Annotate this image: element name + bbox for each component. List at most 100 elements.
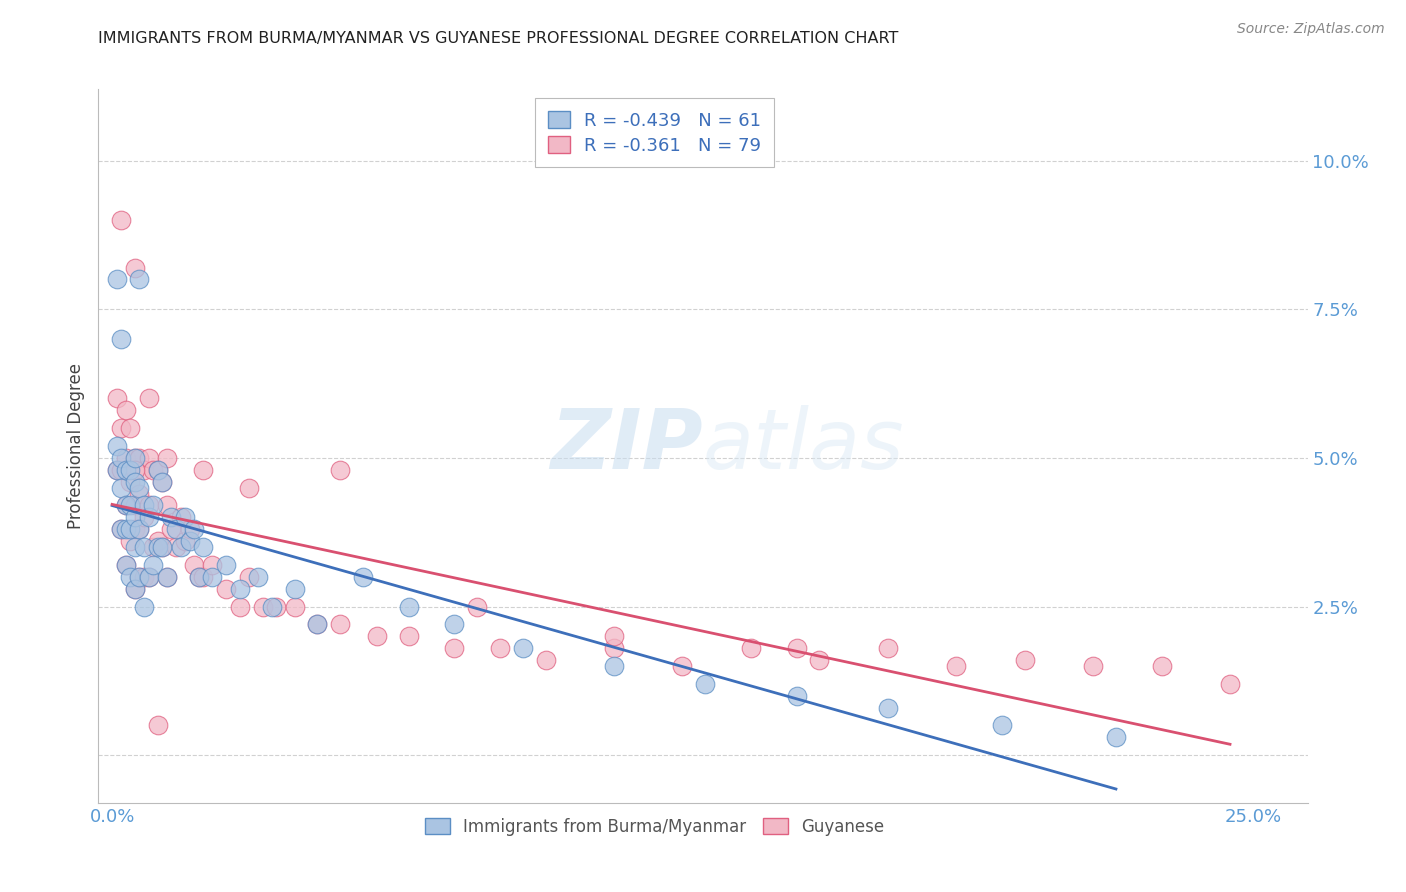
Point <box>193 570 215 584</box>
Point <box>179 534 201 549</box>
Point <box>132 510 155 524</box>
Point <box>329 617 352 632</box>
Point <box>284 582 307 596</box>
Point <box>120 499 142 513</box>
Point <box>132 599 155 614</box>
Point <box>120 522 142 536</box>
Point <box>146 463 169 477</box>
Point <box>398 599 420 614</box>
Point <box>229 582 252 596</box>
Point <box>110 481 132 495</box>
Point <box>146 534 169 549</box>
Point <box>945 659 967 673</box>
Point <box>179 522 201 536</box>
Text: Source: ZipAtlas.com: Source: ZipAtlas.com <box>1237 22 1385 37</box>
Text: ZIP: ZIP <box>550 406 703 486</box>
Point <box>150 475 173 489</box>
Point <box>603 659 626 673</box>
Point <box>132 570 155 584</box>
Point <box>138 392 160 406</box>
Point <box>1219 677 1241 691</box>
Point <box>138 499 160 513</box>
Point <box>252 599 274 614</box>
Point <box>247 570 270 584</box>
Point <box>603 629 626 643</box>
Point <box>114 463 136 477</box>
Point <box>128 481 150 495</box>
Point <box>114 558 136 572</box>
Point <box>786 689 808 703</box>
Point <box>183 558 205 572</box>
Point <box>146 540 169 554</box>
Point <box>132 463 155 477</box>
Text: atlas: atlas <box>703 406 904 486</box>
Point <box>876 700 898 714</box>
Point <box>193 540 215 554</box>
Point <box>443 617 465 632</box>
Point <box>512 641 534 656</box>
Point <box>695 677 717 691</box>
Point <box>1150 659 1173 673</box>
Point <box>150 540 173 554</box>
Point <box>740 641 762 656</box>
Point <box>215 582 238 596</box>
Point <box>124 450 146 465</box>
Point <box>160 522 183 536</box>
Point <box>114 558 136 572</box>
Point <box>128 570 150 584</box>
Point <box>124 499 146 513</box>
Point <box>128 450 150 465</box>
Point <box>465 599 488 614</box>
Point <box>156 570 179 584</box>
Point <box>128 272 150 286</box>
Point <box>187 570 209 584</box>
Point <box>128 522 150 536</box>
Point <box>124 463 146 477</box>
Point <box>187 570 209 584</box>
Point <box>201 558 224 572</box>
Point <box>146 463 169 477</box>
Point <box>124 450 146 465</box>
Point <box>105 463 128 477</box>
Point <box>366 629 388 643</box>
Point <box>215 558 238 572</box>
Point <box>229 599 252 614</box>
Point <box>307 617 329 632</box>
Point <box>671 659 693 673</box>
Point <box>124 475 146 489</box>
Point <box>193 463 215 477</box>
Point <box>260 599 283 614</box>
Point <box>120 570 142 584</box>
Point <box>489 641 512 656</box>
Point <box>110 421 132 435</box>
Point <box>105 439 128 453</box>
Point <box>169 510 191 524</box>
Point <box>183 522 205 536</box>
Point <box>114 499 136 513</box>
Text: IMMIGRANTS FROM BURMA/MYANMAR VS GUYANESE PROFESSIONAL DEGREE CORRELATION CHART: IMMIGRANTS FROM BURMA/MYANMAR VS GUYANES… <box>98 31 898 46</box>
Point <box>142 499 165 513</box>
Point <box>105 392 128 406</box>
Point <box>174 510 197 524</box>
Point <box>808 653 831 667</box>
Point <box>142 558 165 572</box>
Point <box>128 486 150 500</box>
Point <box>238 570 260 584</box>
Point <box>156 570 179 584</box>
Point <box>603 641 626 656</box>
Point <box>156 450 179 465</box>
Point <box>114 450 136 465</box>
Point <box>105 272 128 286</box>
Point <box>876 641 898 656</box>
Point <box>138 510 160 524</box>
Point <box>114 499 136 513</box>
Point <box>138 570 160 584</box>
Point <box>169 540 191 554</box>
Point <box>266 599 288 614</box>
Point <box>114 522 136 536</box>
Point <box>156 499 179 513</box>
Point <box>132 499 155 513</box>
Point <box>138 450 160 465</box>
Point <box>105 463 128 477</box>
Point <box>128 522 150 536</box>
